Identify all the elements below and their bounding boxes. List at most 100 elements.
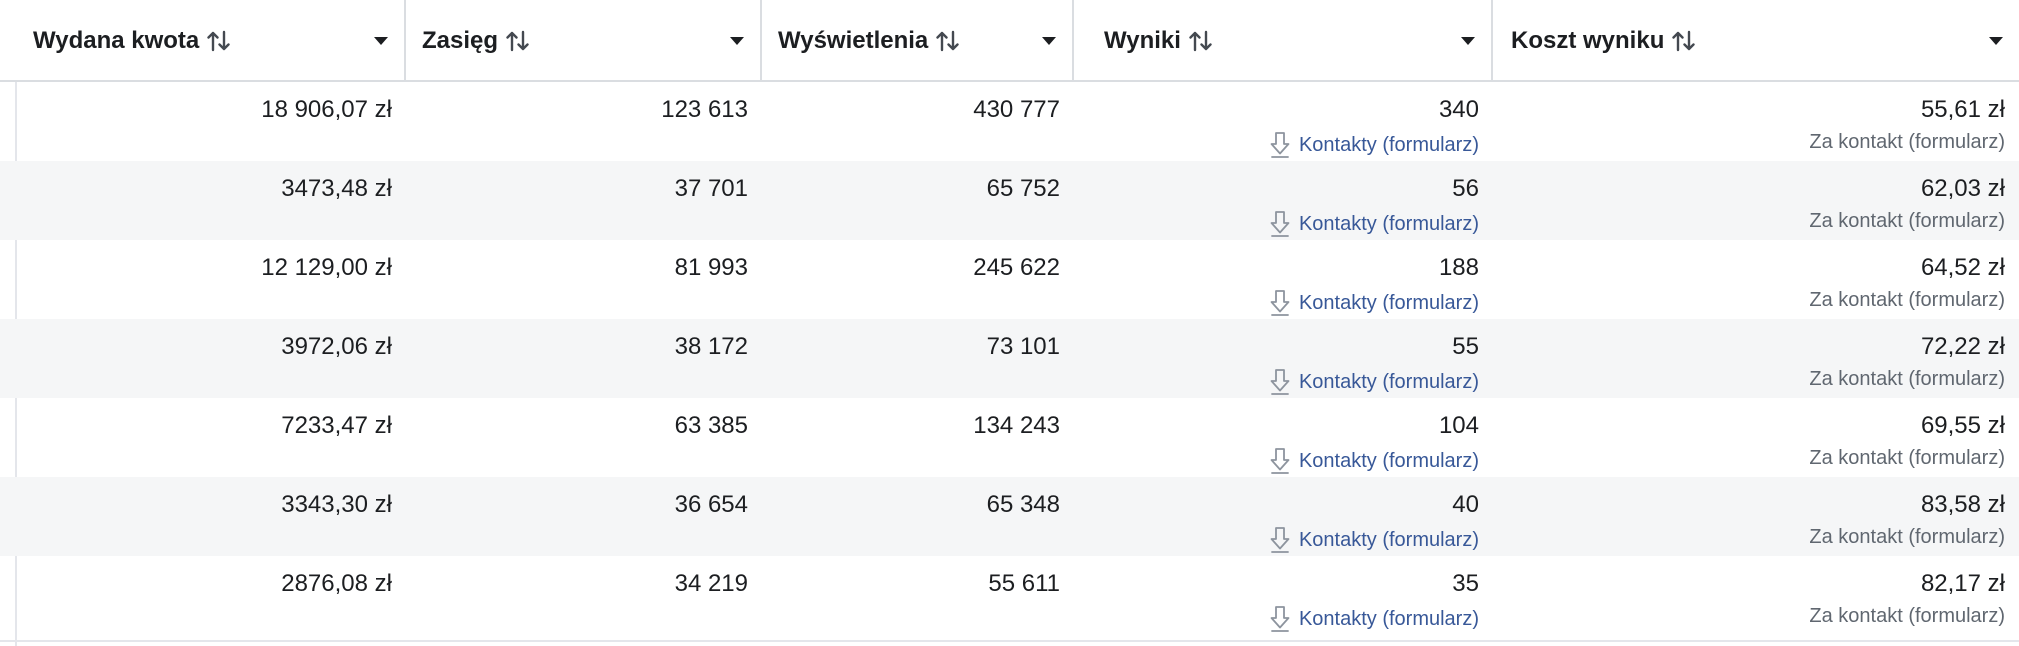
impressions-value: 73 101 (986, 333, 1060, 360)
table-row[interactable]: 7233,47 zł 63 385 134 243 104 Kontakty (form… (0, 398, 2019, 477)
result-type-link[interactable]: Kontakty (formularz) (1269, 210, 1479, 238)
cell-results: 188 Kontakty (formularz) (1074, 240, 1493, 319)
sort-arrows-icon[interactable] (1672, 30, 1696, 52)
cell-impressions: 65 752 (762, 161, 1074, 240)
results-value: 40 (1452, 491, 1479, 518)
cell-results: 104 Kontakty (formularz) (1074, 398, 1493, 477)
cost-type-label: Za kontakt (formularz) (1809, 131, 2005, 154)
caret-down-icon[interactable] (1459, 34, 1477, 48)
reach-value: 81 993 (674, 254, 748, 281)
cost-type-text: Za kontakt (formularz) (1809, 210, 2005, 232)
result-type-label: Kontakty (formularz) (1298, 133, 1479, 156)
spend-value: 7233,47 zł (281, 412, 392, 439)
column-header-label: Zasięg (422, 27, 499, 54)
download-arrow-icon (1269, 447, 1291, 475)
cell-spend: 18 906,07 zł (17, 82, 406, 161)
sort-arrows-icon[interactable] (936, 30, 960, 52)
table-bottom-divider (0, 640, 2019, 642)
sort-arrows-icon[interactable] (506, 30, 530, 52)
reach-value: 37 701 (674, 175, 748, 202)
cost-type-label: Za kontakt (formularz) (1809, 289, 2005, 312)
cell-cost: 82,17 zł Za kontakt (formularz) (1493, 556, 2019, 635)
cell-cost: 83,58 zł Za kontakt (formularz) (1493, 477, 2019, 556)
impressions-value: 245 622 (973, 254, 1060, 281)
result-type-label: Kontakty (formularz) (1298, 449, 1479, 472)
table-row[interactable]: 12 129,00 zł 81 993 245 622 188 Kontakty (fo… (0, 240, 2019, 319)
cost-type-label: Za kontakt (formularz) (1809, 605, 2005, 628)
cell-spend: 2876,08 zł (17, 556, 406, 635)
cell-reach: 123 613 (406, 82, 762, 161)
results-value: 35 (1452, 570, 1479, 597)
sort-arrows-icon[interactable] (207, 30, 231, 52)
column-header-cost-per-result[interactable]: Koszt wyniku (1493, 0, 2019, 82)
table-row[interactable]: 3473,48 zł 37 701 65 752 56 Kontakty (formul… (0, 161, 2019, 240)
cell-impressions: 430 777 (762, 82, 1074, 161)
spend-value: 3972,06 zł (281, 333, 392, 360)
impressions-value: 134 243 (973, 412, 1060, 439)
cost-type-text: Za kontakt (formularz) (1809, 605, 2005, 627)
cost-type-label: Za kontakt (formularz) (1809, 447, 2005, 470)
table-row[interactable]: 3343,30 zł 36 654 65 348 40 Kontakty (formul… (0, 477, 2019, 556)
table-row[interactable]: 18 906,07 zł 123 613 430 777 340 Kontakty (f… (0, 82, 2019, 161)
spend-value: 12 129,00 zł (261, 254, 392, 281)
table-header: Wydana kwota Zasięg Wyświetlenia (0, 0, 2019, 82)
cost-value: 82,17 zł (1920, 570, 2005, 597)
table-row[interactable]: 2876,08 zł 34 219 55 611 35 Kontakty (formul… (0, 556, 2019, 635)
results-value: 56 (1452, 175, 1479, 202)
download-arrow-icon (1269, 210, 1291, 238)
result-type-link[interactable]: Kontakty (formularz) (1269, 526, 1479, 554)
caret-down-icon[interactable] (728, 34, 746, 48)
cell-results: 340 Kontakty (formularz) (1074, 82, 1493, 161)
cell-results: 35 Kontakty (formularz) (1074, 556, 1493, 635)
cell-impressions: 245 622 (762, 240, 1074, 319)
impressions-value: 55 611 (988, 570, 1060, 597)
column-header-results[interactable]: Wyniki (1074, 0, 1493, 82)
sort-arrows-icon[interactable] (1189, 30, 1213, 52)
impressions-value: 430 777 (973, 96, 1060, 123)
cell-reach: 63 385 (406, 398, 762, 477)
column-header-spend[interactable]: Wydana kwota (17, 0, 406, 82)
result-type-label: Kontakty (formularz) (1298, 212, 1479, 235)
spend-value: 2876,08 zł (281, 570, 392, 597)
table-row[interactable]: 3972,06 zł 38 172 73 101 55 Kontakty (formul… (0, 319, 2019, 398)
caret-down-icon[interactable] (1987, 34, 2005, 48)
download-arrow-icon (1269, 526, 1291, 554)
cost-value: 72,22 zł (1920, 333, 2005, 360)
results-value: 188 (1438, 254, 1479, 281)
caret-down-icon[interactable] (372, 34, 390, 48)
result-type-link[interactable]: Kontakty (formularz) (1269, 605, 1479, 633)
reach-value: 34 219 (674, 570, 748, 597)
caret-down-icon[interactable] (1040, 34, 1058, 48)
column-header-impressions[interactable]: Wyświetlenia (762, 0, 1074, 82)
cost-type-text: Za kontakt (formularz) (1809, 131, 2005, 153)
cell-results: 40 Kontakty (formularz) (1074, 477, 1493, 556)
column-header-reach[interactable]: Zasięg (406, 0, 762, 82)
reach-value: 36 654 (674, 491, 748, 518)
download-arrow-icon (1269, 131, 1291, 159)
result-type-link[interactable]: Kontakty (formularz) (1269, 289, 1479, 317)
cell-reach: 81 993 (406, 240, 762, 319)
results-value: 340 (1438, 96, 1479, 123)
reach-value: 63 385 (674, 412, 748, 439)
cost-value: 69,55 zł (1920, 412, 2005, 439)
cell-results: 56 Kontakty (formularz) (1074, 161, 1493, 240)
download-arrow-icon (1269, 605, 1291, 633)
cost-type-text: Za kontakt (formularz) (1809, 447, 2005, 469)
result-type-label: Kontakty (formularz) (1298, 607, 1479, 630)
cell-results: 55 Kontakty (formularz) (1074, 319, 1493, 398)
result-type-link[interactable]: Kontakty (formularz) (1269, 131, 1479, 159)
result-type-link[interactable]: Kontakty (formularz) (1269, 368, 1479, 396)
column-header-label: Wyświetlenia (778, 27, 929, 54)
cost-type-text: Za kontakt (formularz) (1809, 526, 2005, 548)
result-type-link[interactable]: Kontakty (formularz) (1269, 447, 1479, 475)
cell-cost: 69,55 zł Za kontakt (formularz) (1493, 398, 2019, 477)
cell-reach: 36 654 (406, 477, 762, 556)
cell-cost: 62,03 zł Za kontakt (formularz) (1493, 161, 2019, 240)
cost-type-label: Za kontakt (formularz) (1809, 526, 2005, 549)
cell-spend: 12 129,00 zł (17, 240, 406, 319)
download-arrow-icon (1269, 289, 1291, 317)
impressions-value: 65 348 (986, 491, 1060, 518)
cell-spend: 3972,06 zł (17, 319, 406, 398)
spend-value: 18 906,07 zł (261, 96, 392, 123)
